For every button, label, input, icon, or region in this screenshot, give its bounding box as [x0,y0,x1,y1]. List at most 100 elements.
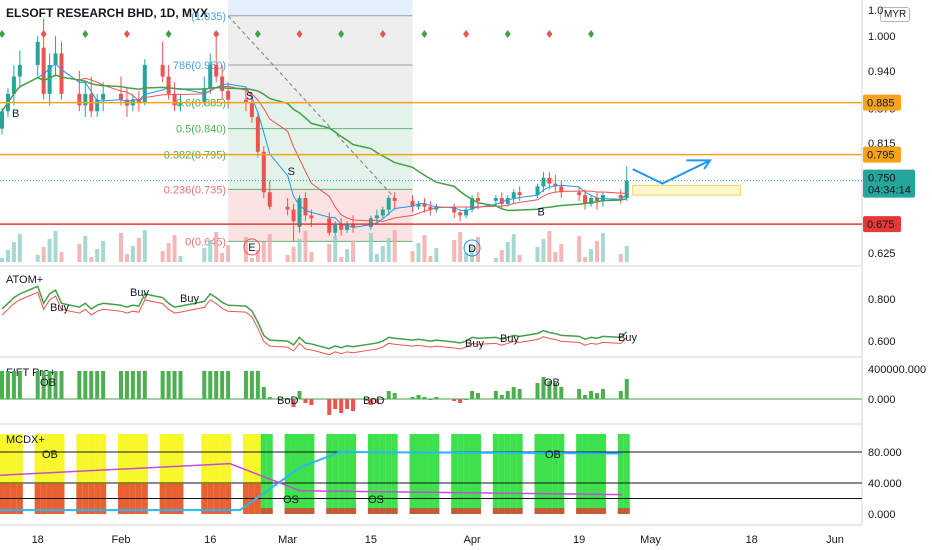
candle-body [83,93,88,106]
fift-bar [410,397,415,399]
signal-diamond [213,30,220,38]
mcdx-bar [492,434,499,514]
candle-body [333,224,338,233]
candle-body [618,195,623,199]
candle-body [178,102,183,106]
mcdx-os-label: OS [368,494,384,506]
mcdx-purple-line [0,462,623,496]
fift-bar [505,391,510,399]
mcdx-bar [219,434,226,514]
fift-bar [374,399,379,403]
candle-body [95,99,100,112]
mcdx-red-bar [558,508,565,514]
projection-arrowhead [686,159,712,170]
volume-bar [511,234,516,262]
fift-bar [285,399,290,400]
volume-bar [202,248,207,262]
mcdx-bar [427,434,434,514]
fib-zone-red [228,189,413,242]
fib-level-label: (1.035) [191,11,226,23]
volume-bar [583,257,588,262]
candle-body [345,224,350,230]
mcdx-red-bar [415,508,422,514]
mcdx-bar [599,434,606,514]
candle-body [243,99,248,103]
sell-marker: S [246,91,253,103]
buy-marker: B [12,108,19,120]
mcdx-bar [88,434,95,514]
mcdx-red-bar [338,508,345,514]
signal-diamond [0,30,5,38]
fift-bar [499,395,504,399]
mcdx-red-bar [350,508,357,514]
candle-body [428,206,433,210]
volume-bar [130,246,135,262]
axes-layer: 1.01.0000.9400.8750.8150.6800.6250.8850.… [32,5,927,546]
volume-bar [327,244,332,262]
mcdx-bar [4,434,11,514]
fift-bar [249,371,254,399]
currency-badge[interactable]: MYR [880,7,911,22]
mcdx-bar [558,434,565,514]
mcdx-bar [260,434,267,514]
mcdx-red-bar [463,508,470,514]
volume-bar [517,255,522,262]
buy-label: Buy [500,333,519,345]
mcdx-bar [457,434,464,514]
fift-bod-label: BoD [363,395,384,407]
atom-signal-line [1,291,628,356]
fift-bar [416,395,421,399]
volume-bar [595,241,599,262]
candle-body [53,53,58,65]
candle-body [172,93,177,106]
buy-marker: B [538,206,545,218]
mcdx-bar [552,434,559,514]
candle-body [59,53,64,94]
candle-body [160,64,165,77]
candle-body [374,215,379,219]
buy-label: Buy [50,302,69,314]
volume-bar [142,230,147,262]
volume-bar [291,247,296,262]
mcdx-red-bar [373,508,380,514]
volume-bar [535,247,540,262]
volume-bar [345,249,350,262]
candle-body [41,47,46,94]
mcdx-red-bar [457,508,464,514]
candle-body [77,93,82,106]
volume-bar [309,252,314,262]
candle-body [499,198,504,204]
volume-bars [0,230,629,262]
fift-bar [392,393,397,399]
candle-body [47,64,52,94]
fift-bar [220,371,225,399]
mcdx-pane-title: MCDX+ [6,434,45,446]
countdown-badge: 04:34:14 [868,185,911,197]
mcdx-bar [326,434,333,514]
volume-bar [249,258,254,262]
candle-body [142,64,147,103]
atom-pane: ATOM+ Buy Buy Buy Buy Buy Buy [1,274,637,356]
candle-body [476,198,480,201]
candle-body [553,183,558,187]
volume-bar [267,234,272,262]
mcdx-red-bar [332,508,339,514]
fift-bar [452,399,457,401]
candle-body [35,41,40,65]
mcdx-bar [409,434,416,514]
candle-body [583,195,588,204]
mcdx-red-bar [492,508,499,514]
volume-bar [178,256,183,262]
time-tick-label: Jun [826,534,844,546]
mcdx-bar [540,434,547,514]
mcdx-bar [433,434,440,514]
volume-bar [83,236,88,262]
mcdx-bar [308,434,315,514]
moving-averages [1,63,628,229]
fib-retracement: (1.035) 786(0.950) 0.6(0.885) 0.5(0.840) 0.3… [164,0,413,248]
fift-bar [267,397,272,399]
mcdx-red-bar [451,508,458,514]
signal-diamond [40,30,47,38]
